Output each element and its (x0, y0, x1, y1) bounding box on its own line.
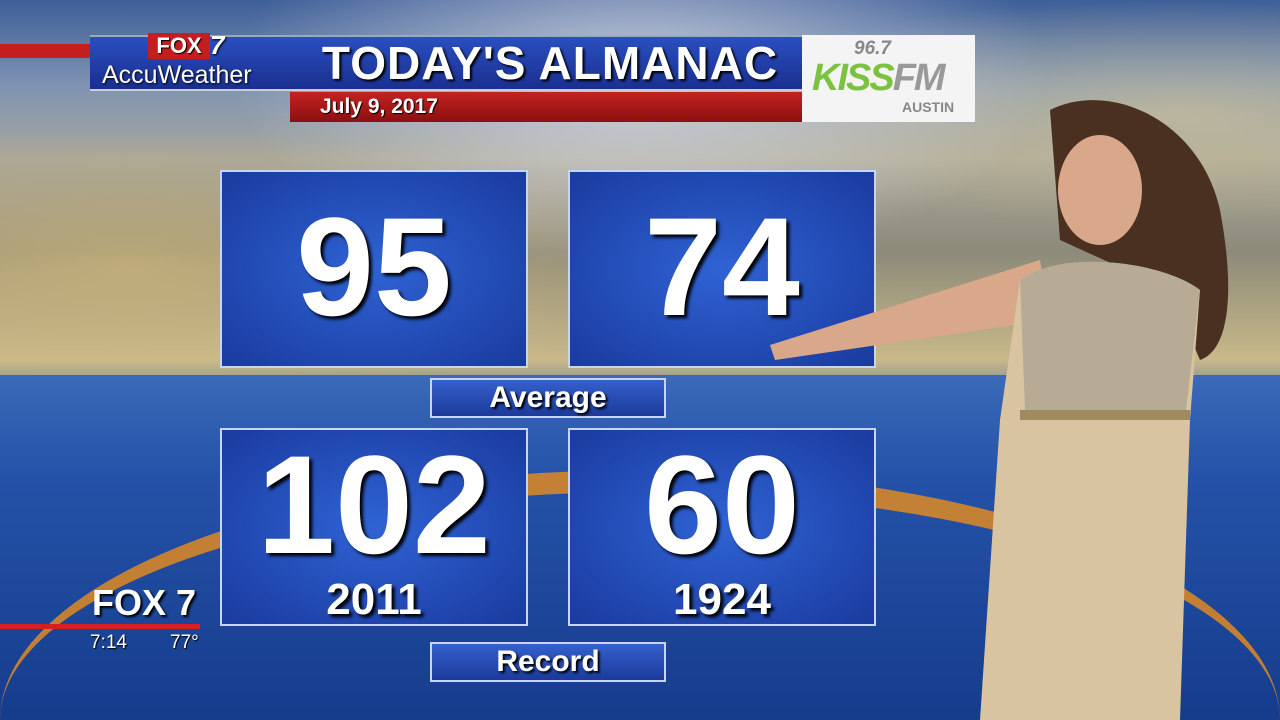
record-high: 102 (257, 426, 491, 583)
bug-temperature: 77° (170, 632, 199, 653)
presenter-belt (1020, 410, 1190, 420)
average-high-panel: 95 (220, 170, 528, 368)
average-low: 74 (644, 188, 800, 345)
sponsor-name-a: KISS (812, 57, 895, 99)
header-bar (90, 35, 802, 91)
channel-number: 7 (210, 30, 225, 60)
bug-time: 7:14 (90, 632, 127, 653)
record-low: 60 (644, 426, 800, 583)
bug-red-line (0, 624, 200, 629)
presenter (770, 100, 1229, 720)
fox-logo: FOX (148, 33, 210, 59)
record-label: Record (430, 642, 666, 682)
presenter-arm (770, 260, 1050, 360)
presenter-top (1020, 261, 1200, 420)
sponsor-frequency: 96.7 (854, 38, 891, 59)
record-high-year: 2011 (326, 575, 422, 624)
average-high: 95 (296, 188, 452, 345)
sponsor-logo: 96.7 KISSFM AUSTIN (802, 35, 975, 122)
page-title: TODAY'S ALMANAC (321, 37, 779, 89)
sponsor-name: KISSFM (812, 59, 946, 97)
sponsor-city: AUSTIN (902, 99, 955, 115)
accuweather-logo: AccuWeather (102, 61, 252, 89)
presenter-face (1058, 135, 1142, 245)
date-bar (290, 92, 802, 122)
average-label: Average (430, 378, 666, 418)
record-high-panel: 102 2011 (220, 428, 528, 626)
station-bug-logo: FOX 7 (92, 582, 197, 623)
record-low-panel: 60 1924 (568, 428, 876, 626)
record-low-year: 1924 (673, 575, 771, 624)
sponsor-name-b: FM (892, 57, 946, 99)
date: July 9, 2017 (320, 95, 438, 118)
